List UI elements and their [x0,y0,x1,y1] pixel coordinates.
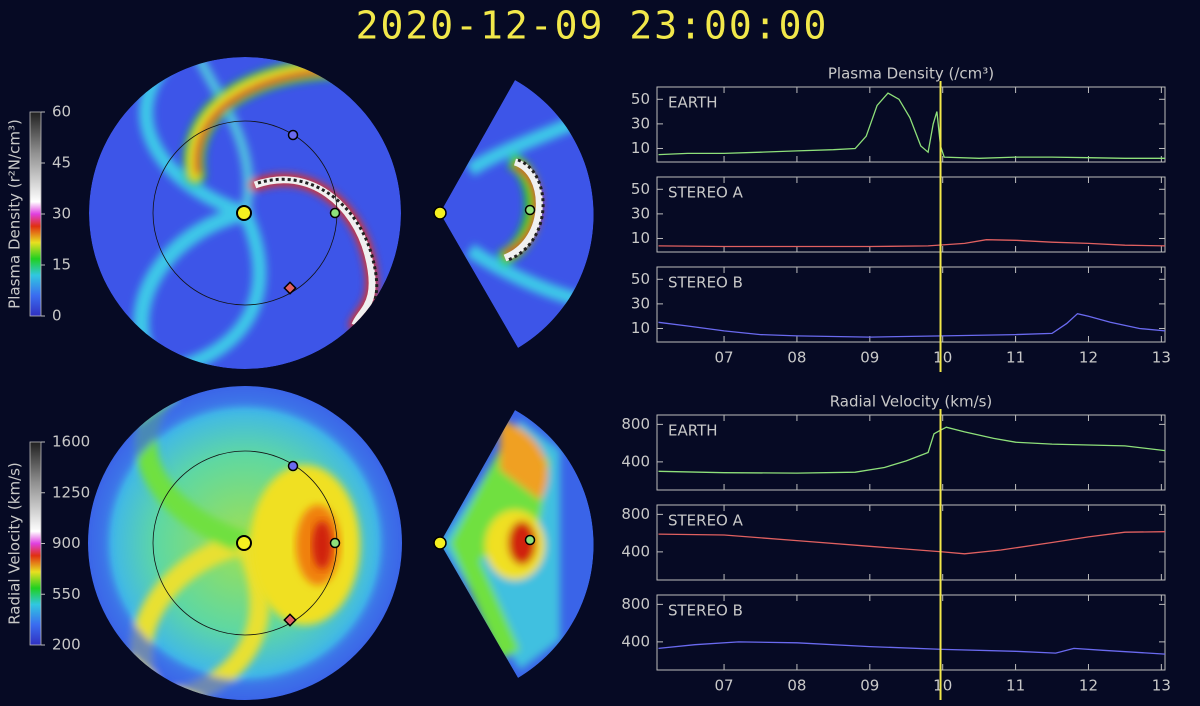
stereo-a-marker [283,281,297,295]
earth-marker [329,207,341,219]
y-tick-label: 30 [631,114,650,132]
panel-frame [656,414,1166,491]
sun [433,206,447,220]
colorbar [29,441,42,646]
colorbar-tick-label: 15 [52,256,71,274]
panel-frame [656,176,1166,253]
colorbar-tick-label: 900 [52,534,81,552]
sun [236,535,252,551]
x-tick-label: 10 [933,349,952,367]
colorbar-tick-label: 60 [52,103,71,121]
series-name: EARTH [668,422,718,440]
y-tick-label: 30 [631,294,650,312]
series-line [658,92,1165,159]
x-tick-label: 09 [860,677,879,695]
velocity-wedge [440,410,594,678]
series-name: STEREO B [668,274,743,292]
colorbar-tick-label: 0 [52,307,62,325]
panel-frame [656,86,1166,163]
series-line [658,312,1166,338]
colorbar-label: Plasma Density (r²N/cm³) [6,119,24,309]
colorbar-tick-label: 30 [52,205,71,223]
sun [433,536,447,550]
series-name: STEREO A [668,512,744,530]
y-tick-label: 400 [621,632,650,650]
x-tick-label: 11 [1006,349,1025,367]
density-wedge [440,80,594,348]
y-tick-label: 800 [621,505,650,523]
colorbar-tick-label: 200 [52,636,81,654]
y-tick-label: 50 [631,180,650,198]
colorbar-label: Radial Velocity (km/s) [6,462,24,625]
x-tick-label: 07 [715,349,734,367]
stereo-b-marker [287,460,299,472]
x-tick-label: 11 [1006,677,1025,695]
stereo-b-marker [287,129,299,141]
panel-frame [656,504,1166,581]
y-tick-label: 50 [631,270,650,288]
y-tick-label: 800 [621,415,650,433]
earth-marker [524,534,536,546]
series-name: STEREO B [668,602,743,620]
series-line [658,531,1166,555]
series-line [658,239,1166,248]
earth-marker [329,537,341,549]
panel-title: Radial Velocity (km/s) [830,393,993,411]
y-tick-label: 10 [631,229,650,247]
x-tick-label: 13 [1152,349,1171,367]
y-tick-label: 10 [631,139,650,157]
y-tick-label: 400 [621,542,650,560]
series-name: EARTH [668,94,718,112]
x-tick-label: 10 [933,677,952,695]
colorbar [29,111,42,317]
stereo-a-marker [283,613,297,627]
colorbar-tick-label: 1250 [52,483,90,501]
colorbar-tick-label: 45 [52,154,71,172]
x-tick-label: 08 [787,677,806,695]
earth-marker [524,204,536,216]
panel-frame [656,266,1166,343]
x-tick-label: 13 [1152,677,1171,695]
series-name: STEREO A [668,184,744,202]
series-line [658,641,1166,655]
y-tick-label: 400 [621,452,650,470]
y-tick-label: 30 [631,204,650,222]
panel-frame [656,594,1166,671]
sun [236,205,252,221]
x-tick-label: 08 [787,349,806,367]
timestamp: 2020-12-09 23:00:00 [356,4,829,48]
panel-title: Plasma Density (/cm³) [828,65,994,83]
y-tick-label: 50 [631,90,650,108]
x-tick-label: 12 [1079,349,1098,367]
x-tick-label: 07 [715,677,734,695]
y-tick-label: 800 [621,595,650,613]
x-tick-label: 12 [1079,677,1098,695]
series-line [658,426,1166,474]
colorbar-tick-label: 1600 [52,433,90,451]
colorbar-tick-label: 550 [52,585,81,603]
x-tick-label: 09 [860,349,879,367]
y-tick-label: 10 [631,319,650,337]
